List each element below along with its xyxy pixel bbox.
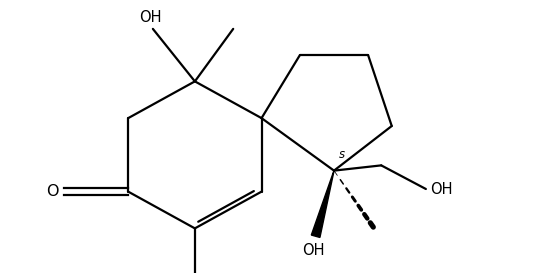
Text: OH: OH [302,242,324,257]
Text: OH: OH [139,10,162,25]
Text: OH: OH [430,182,453,197]
Polygon shape [311,171,334,238]
Text: O: O [46,184,59,199]
Text: s: s [339,148,345,161]
